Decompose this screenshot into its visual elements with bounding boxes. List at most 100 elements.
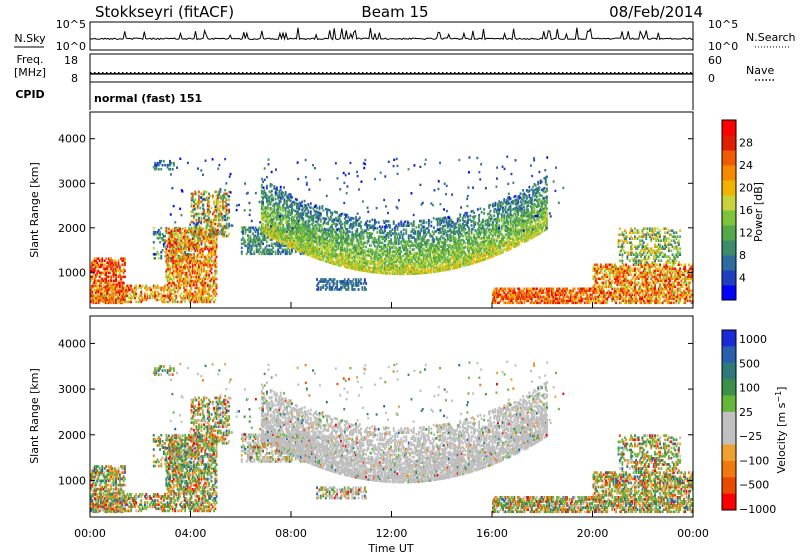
power-cell [225, 192, 228, 196]
power-cell [445, 222, 448, 225]
power-cell [263, 250, 266, 254]
power-cell [145, 298, 148, 302]
power-cell [361, 288, 364, 291]
power-cell [340, 228, 342, 231]
power-cell [284, 241, 287, 244]
power-cell [387, 242, 390, 245]
power-cell [387, 236, 390, 239]
power-cell [348, 256, 351, 260]
power-cell [189, 294, 192, 298]
power-cell [392, 232, 395, 235]
power-cell [376, 263, 379, 266]
power-cell [296, 202, 298, 206]
power-cell [317, 253, 320, 256]
power-cell [265, 232, 268, 236]
power-cell [293, 241, 296, 244]
power-cell [268, 220, 271, 223]
power-cell [313, 225, 316, 229]
power-cell [106, 300, 109, 304]
power-cell [195, 247, 198, 251]
power-cell [162, 298, 165, 302]
power-cell [223, 226, 226, 230]
power-cell [362, 241, 365, 244]
power-cell [278, 201, 281, 205]
power-cell [263, 217, 266, 220]
power-cell [184, 294, 187, 298]
power-cell [95, 259, 97, 262]
power-cell [176, 243, 179, 247]
power-cell [169, 245, 171, 249]
power-cell [335, 231, 337, 234]
power-cell [214, 190, 217, 194]
power-cell [370, 236, 372, 239]
power-cell [458, 233, 460, 237]
power-cell [154, 292, 156, 296]
power-cell [430, 248, 433, 252]
power-cell [380, 231, 383, 235]
power-cell [384, 265, 386, 269]
power-cell [126, 294, 129, 298]
power-cell [164, 284, 166, 288]
power-cell [211, 275, 214, 279]
power-cell [332, 218, 335, 221]
power-cell [287, 232, 290, 235]
power-cell [279, 208, 282, 212]
power-cell [443, 258, 445, 262]
power-cell [198, 288, 200, 292]
power-cell [352, 245, 355, 248]
power-cell [444, 250, 447, 254]
power-cell [188, 296, 190, 300]
power-cell [210, 247, 213, 251]
power-cell [264, 212, 267, 215]
power-cell [111, 294, 114, 298]
power-cell [171, 267, 174, 271]
power-cell [336, 241, 339, 244]
power-cell [316, 220, 318, 224]
power-cell [459, 251, 462, 254]
power-cell [206, 281, 209, 285]
power-cell [450, 247, 453, 250]
power-cell [102, 267, 105, 271]
power-cell [289, 229, 292, 233]
power-cell [389, 250, 391, 253]
power-cell [435, 244, 438, 247]
power-cell [343, 259, 346, 262]
power-cell [278, 203, 281, 207]
power-cell [112, 271, 115, 275]
power-cell [356, 284, 359, 287]
power-cell [219, 210, 222, 214]
power-cell [97, 263, 100, 267]
power-cell [166, 294, 169, 298]
power-cell [172, 235, 175, 239]
power-cell [244, 230, 247, 234]
power-cell [282, 209, 285, 213]
power-cell [169, 292, 171, 296]
power-cell [328, 282, 331, 285]
power-cell [199, 261, 202, 265]
power-cell [313, 240, 316, 244]
power-cell [399, 246, 401, 250]
power-cell [299, 242, 302, 246]
power-cell [189, 253, 192, 256]
power-cell [456, 262, 459, 265]
power-cell [274, 244, 277, 248]
power-cell [121, 275, 124, 279]
power-cell [277, 225, 280, 228]
power-cell [292, 232, 295, 236]
power-cell [436, 223, 439, 227]
power-cell [306, 206, 308, 210]
power-cell [169, 290, 171, 294]
power-cell [386, 258, 389, 261]
power-cell [265, 206, 268, 210]
power-cell [282, 215, 285, 219]
power-cell [358, 238, 361, 242]
power-cell [434, 230, 437, 233]
power-cell [449, 249, 452, 253]
power-cell [108, 263, 111, 267]
power-cell [221, 226, 224, 230]
power-cell [426, 249, 429, 252]
power-cell [189, 290, 192, 294]
power-cell [324, 288, 327, 291]
power-cell [355, 261, 357, 265]
power-cell [348, 226, 351, 230]
